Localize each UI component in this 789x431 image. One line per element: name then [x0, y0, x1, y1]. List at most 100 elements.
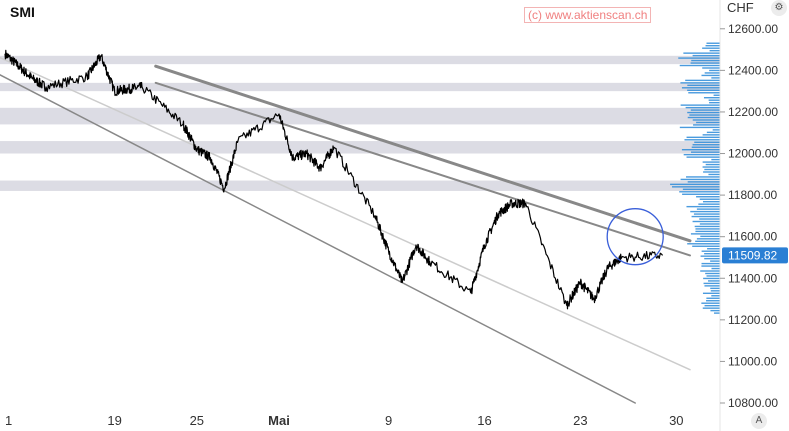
x-tick-label: 1 [5, 413, 12, 428]
volume-profile-bar [687, 111, 720, 114]
volume-profile-bar [684, 139, 720, 141]
volume-profile-bar [707, 280, 720, 282]
volume-profile-bar [703, 277, 720, 280]
x-tick-label: 16 [477, 413, 491, 428]
volume-profile-bar [711, 77, 720, 79]
volume-profile-bar [687, 89, 720, 91]
volume-profile-bar [700, 255, 720, 257]
volume-profile-bar [688, 92, 720, 94]
trendline-1 [154, 64, 692, 243]
volume-profile-bar [687, 116, 720, 119]
volume-profile-bar [710, 260, 720, 262]
volume-profile-bar [692, 54, 720, 57]
volume-profile-bar [679, 191, 720, 193]
volume-profile-bar [702, 67, 720, 69]
volume-profile-bar [699, 198, 720, 200]
y-axis[interactable]: 10800.00 11000.00 11200.00 11400.00 11600.00… [720, 22, 778, 410]
last-price-value: 11509.82 [728, 248, 777, 262]
volume-profile-bar [705, 163, 720, 166]
volume-profile-bar [695, 228, 720, 230]
volume-profile-bar [683, 153, 720, 156]
volume-profile-bar [706, 275, 720, 277]
y-tick-label: 11600.00 [728, 230, 777, 244]
auto-scale-button[interactable]: A [751, 413, 767, 429]
volume-profile-bar [708, 99, 720, 101]
y-tick-label: 12200.00 [728, 105, 778, 119]
volume-profile-bar [710, 309, 720, 312]
volume-profile-bar [713, 312, 720, 314]
highlight-circle [606, 208, 664, 266]
volume-profile-bar [704, 252, 720, 255]
volume-profile-bar [670, 183, 720, 186]
x-tick-label: 19 [107, 413, 121, 428]
volume-profile-bar [686, 136, 720, 139]
volume-profile-bar [709, 49, 720, 52]
volume-profile-bar [711, 295, 720, 297]
volume-profile-bar [690, 210, 720, 213]
volume-profile [670, 42, 720, 314]
volume-profile-bar [693, 124, 720, 126]
volume-profile-bar [704, 285, 720, 287]
volume-profile-bar [702, 307, 720, 309]
volume-profile-bar [710, 287, 720, 290]
volume-profile-bar [690, 109, 720, 111]
volume-profile-bar [672, 186, 720, 188]
volume-profile-bar [694, 141, 720, 143]
volume-profile-bar [706, 300, 720, 302]
trendline-3 [0, 56, 691, 371]
y-tick-label: 10800.00 [728, 396, 778, 410]
y-tick-label: 11800.00 [728, 188, 777, 202]
volume-profile-bar [692, 119, 720, 121]
volume-profile-bar [695, 240, 720, 243]
gear-icon[interactable]: ⚙ [771, 0, 787, 16]
x-tick-label: 30 [669, 413, 683, 428]
volume-profile-bar [691, 146, 720, 148]
volume-profile-bar [704, 168, 720, 171]
volume-profile-bar [692, 245, 720, 247]
volume-profile-bar [703, 282, 720, 285]
volume-profile-bar [682, 193, 720, 195]
volume-profile-bar [701, 265, 720, 267]
volume-profile-bar [692, 220, 720, 223]
volume-profile-bar [682, 188, 720, 191]
volume-profile-bar [680, 82, 720, 84]
x-tick-label: 23 [573, 413, 587, 428]
volume-profile-bar [686, 176, 720, 178]
volume-profile-bar [702, 200, 720, 203]
resistance-zone-2 [0, 82, 720, 92]
volume-profile-bar [700, 270, 720, 272]
last-price-badge-box [722, 247, 788, 264]
volume-profile-bar [685, 79, 720, 82]
volume-profile-bar [687, 243, 720, 245]
volume-profile-bar [687, 84, 720, 87]
volume-profile-bar [696, 121, 720, 124]
resistance-zone-5 [0, 180, 720, 191]
volume-profile-bar [713, 94, 720, 96]
resistance-zone-4 [0, 141, 720, 154]
volume-profile-bar [695, 230, 720, 233]
x-tick-label: Mai [268, 413, 290, 428]
volume-profile-bar [701, 74, 720, 77]
x-tick-label: 9 [385, 413, 392, 428]
volume-profile-bar [702, 134, 720, 136]
resistance-zone-3 [0, 107, 720, 125]
volume-profile-bar [690, 151, 720, 153]
volume-profile-bar [693, 213, 720, 215]
volume-profile-bar [704, 72, 720, 74]
volume-profile-bar [706, 131, 720, 134]
volume-profile-bar [687, 181, 720, 183]
volume-profile-bar [711, 158, 720, 161]
volume-profile-bar [694, 225, 720, 228]
volume-profile-bar [705, 272, 720, 275]
x-axis[interactable]: 1 19 25 Mai 9 16 23 30 [5, 413, 684, 428]
volume-profile-bar [706, 42, 720, 44]
y-tick-label: 12000.00 [728, 147, 778, 161]
volume-profile-bar [690, 233, 720, 235]
trendline-4 [0, 74, 636, 404]
volume-profile-bar [699, 218, 720, 220]
volume-profile-bar [705, 45, 720, 47]
y-tick-label: 11000.00 [728, 354, 777, 368]
y-tick-label: 11400.00 [728, 271, 777, 285]
volume-profile-bar [701, 250, 720, 252]
